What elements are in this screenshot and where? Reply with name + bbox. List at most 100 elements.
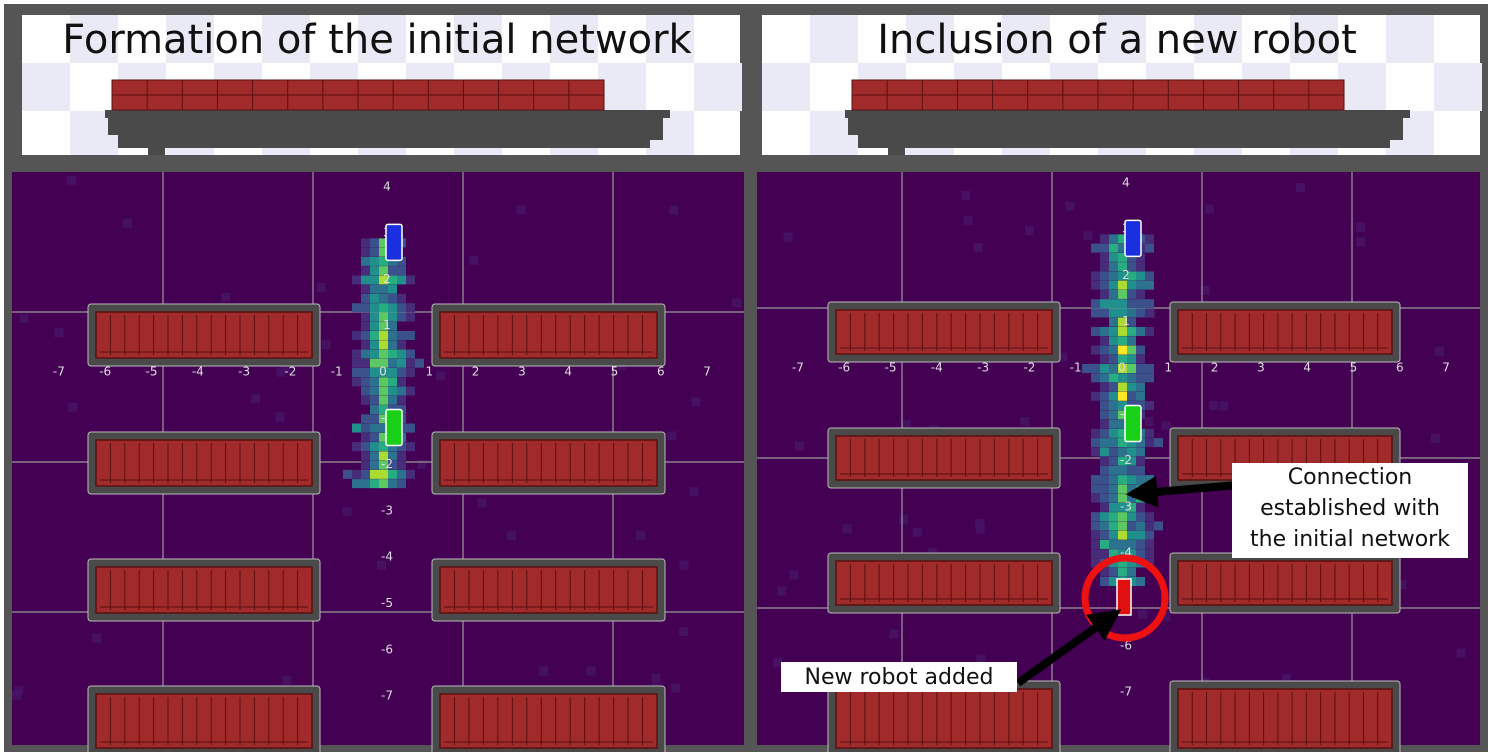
heat-cell	[1136, 354, 1145, 364]
x-axis-label: -7	[792, 361, 804, 375]
heat-cell	[1100, 428, 1109, 438]
heat-cell	[1118, 567, 1127, 577]
heat-cell	[1118, 530, 1127, 540]
heat-cell	[388, 312, 397, 322]
heat-cell	[1127, 475, 1136, 485]
heat-cell	[1100, 447, 1109, 457]
checker	[810, 15, 858, 63]
heat-cell	[1100, 456, 1109, 466]
heat-cell	[1118, 299, 1127, 309]
heat-cell	[1127, 447, 1136, 457]
noise	[1397, 580, 1407, 590]
y-axis-label: 4	[383, 179, 391, 193]
heat-cell	[1118, 539, 1127, 549]
heat-cell	[1136, 345, 1145, 355]
heat-cell	[1118, 271, 1127, 281]
heat-cell	[1109, 465, 1118, 475]
heat-cell	[1118, 438, 1127, 448]
heat-cell	[1145, 243, 1154, 253]
checker	[1098, 15, 1146, 63]
heat-cell	[1118, 252, 1127, 262]
heat-cell	[1109, 345, 1118, 355]
x-axis-label: -2	[284, 365, 296, 379]
noise	[1161, 421, 1171, 431]
heat-cell	[361, 284, 370, 294]
heat-cell	[379, 321, 388, 331]
noise	[282, 675, 292, 685]
heat-cell	[1109, 567, 1118, 577]
heat-cell	[388, 377, 397, 387]
shelf-boxes	[1177, 309, 1393, 355]
heat-cell	[1118, 373, 1127, 383]
heat-cell	[379, 238, 388, 248]
heat-cell	[1145, 308, 1154, 318]
noise	[1020, 416, 1030, 426]
noise	[777, 586, 787, 596]
heat-cell	[1136, 271, 1145, 281]
x-axis-label: -4	[192, 365, 204, 379]
checker	[1194, 15, 1242, 63]
heat-cell	[370, 405, 379, 415]
heat-cell	[1145, 438, 1154, 448]
heat-cell	[379, 405, 388, 415]
shelf-boxes	[835, 688, 1053, 749]
noise	[679, 560, 689, 570]
heat-cell	[1100, 262, 1109, 272]
shelf-boxes	[835, 435, 1053, 481]
heat-cell	[370, 266, 379, 276]
noise	[899, 515, 909, 525]
heat-cell	[1109, 252, 1118, 262]
heat-cell	[1127, 308, 1136, 318]
heat-cell	[1145, 512, 1154, 522]
heat-cell	[1109, 336, 1118, 346]
x-axis-label: -3	[238, 365, 250, 379]
robot	[1124, 404, 1142, 443]
heat-cell	[343, 469, 352, 479]
heat-cell	[1109, 354, 1118, 364]
x-axis-label: -3	[977, 361, 989, 375]
heat-cell	[1136, 521, 1145, 531]
noise	[68, 402, 78, 412]
x-axis-label: -4	[931, 361, 943, 375]
heat-cell	[1127, 326, 1136, 336]
heat-cell	[397, 256, 406, 266]
heat-cell	[1118, 234, 1127, 244]
heat-cell	[388, 266, 397, 276]
heat-cell	[1136, 364, 1145, 373]
heat-cell	[1145, 521, 1154, 531]
robot	[385, 223, 403, 262]
heat-cell	[1109, 234, 1118, 244]
heat-cell	[388, 340, 397, 350]
noise	[1144, 416, 1154, 426]
noise	[19, 314, 29, 324]
noise	[123, 218, 133, 228]
noise	[539, 666, 549, 676]
heat-cell	[1109, 484, 1118, 494]
x-axis-label: -1	[1070, 361, 1082, 375]
heat-cell	[1118, 484, 1127, 494]
noise	[1083, 230, 1093, 240]
heat-cell	[361, 469, 370, 479]
heat-cell	[361, 256, 370, 266]
heat-cell	[352, 358, 361, 368]
heat-cell	[1100, 326, 1109, 336]
y-axis-label: -7	[381, 689, 393, 703]
heat-cell	[1118, 345, 1127, 355]
heat-cell	[379, 266, 388, 276]
noise	[783, 232, 793, 242]
heat-cell	[1100, 280, 1109, 290]
heat-cell	[379, 451, 388, 461]
heat-cell	[352, 303, 361, 313]
shelf-boxes	[95, 566, 313, 614]
heat-cell	[1100, 567, 1109, 577]
heat-cell	[1109, 549, 1118, 559]
heat-cell	[370, 451, 379, 461]
heat-cell	[1118, 382, 1127, 392]
x-axis-label: 4	[1303, 361, 1311, 375]
noise	[516, 205, 526, 215]
heat-cell	[397, 312, 406, 322]
heat-cell	[1109, 530, 1118, 540]
heat-cell	[1100, 336, 1109, 346]
heat-cell	[1100, 308, 1109, 318]
shelf-boxes	[835, 309, 1053, 355]
